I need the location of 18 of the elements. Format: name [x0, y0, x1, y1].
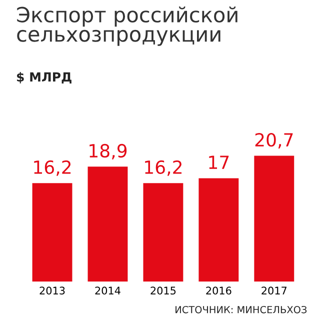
x-tick-label: 2013	[40, 286, 65, 295]
text: ИСТОЧНИК: МИНСЕЛЬХОЗ	[176, 306, 307, 314]
bar	[254, 156, 294, 282]
data-label: 20,7	[255, 132, 293, 148]
bar	[88, 166, 128, 282]
x-tick-label: 2016	[206, 286, 232, 295]
data-label: 16,2	[34, 160, 71, 176]
x-tick-label: 2017	[262, 286, 287, 295]
x-tick-label: 2014	[95, 286, 120, 295]
x-tick-label: 2015	[150, 286, 176, 295]
chart-title: Экспорт российской сельхозпродукции	[17, 6, 238, 46]
bar	[32, 183, 72, 282]
data-label: 16,2	[145, 160, 182, 176]
chart-subtitle: $ МЛРД	[16, 72, 72, 84]
bar	[198, 178, 239, 282]
data-label: 17	[209, 156, 229, 169]
bar	[143, 183, 184, 282]
data-label: 18,9	[90, 144, 127, 160]
